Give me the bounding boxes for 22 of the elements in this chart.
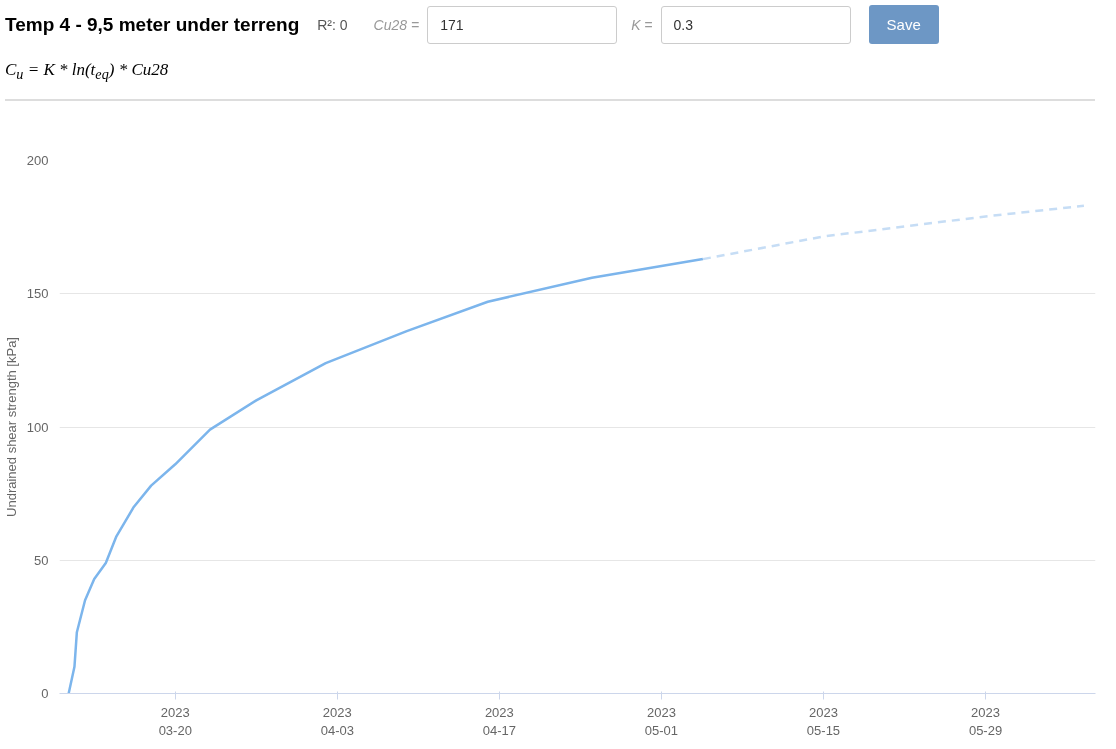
y-tick-label: 100 bbox=[26, 419, 49, 435]
x-tick-label: 2023 05-29 bbox=[968, 704, 1003, 738]
line-series bbox=[701, 204, 1086, 261]
text: 171 bbox=[427, 5, 618, 44]
x-tick-label: 2023 03-20 bbox=[158, 704, 192, 738]
chart-subtitle: C$_{u}$ = K * ln(t$_{eq}$) * Cu28 bbox=[5, 59, 170, 85]
text: Save bbox=[868, 5, 939, 45]
y-tick-label: 0 bbox=[41, 686, 49, 701]
line-series bbox=[67, 257, 705, 694]
y-tick-label: 150 bbox=[26, 286, 49, 302]
y-axis-title: Undrained shear strength [kPa] bbox=[3, 337, 19, 517]
text: K = bbox=[631, 15, 653, 35]
text: R²: 0 bbox=[317, 15, 348, 35]
x-tick-label: 2023 04-03 bbox=[320, 704, 354, 738]
y-tick-label: 50 bbox=[34, 552, 49, 568]
x-tick-label: 2023 05-01 bbox=[644, 704, 679, 738]
text: 0.3 bbox=[660, 5, 851, 44]
chart-title: Temp 4 - 9,5 meter under terreng bbox=[5, 13, 300, 38]
x-tick-label: 2023 05-15 bbox=[806, 704, 841, 738]
y-tick-label: 200 bbox=[26, 153, 49, 168]
x-tick-label: 2023 04-17 bbox=[482, 704, 516, 738]
text: Cu28 = bbox=[373, 15, 420, 35]
